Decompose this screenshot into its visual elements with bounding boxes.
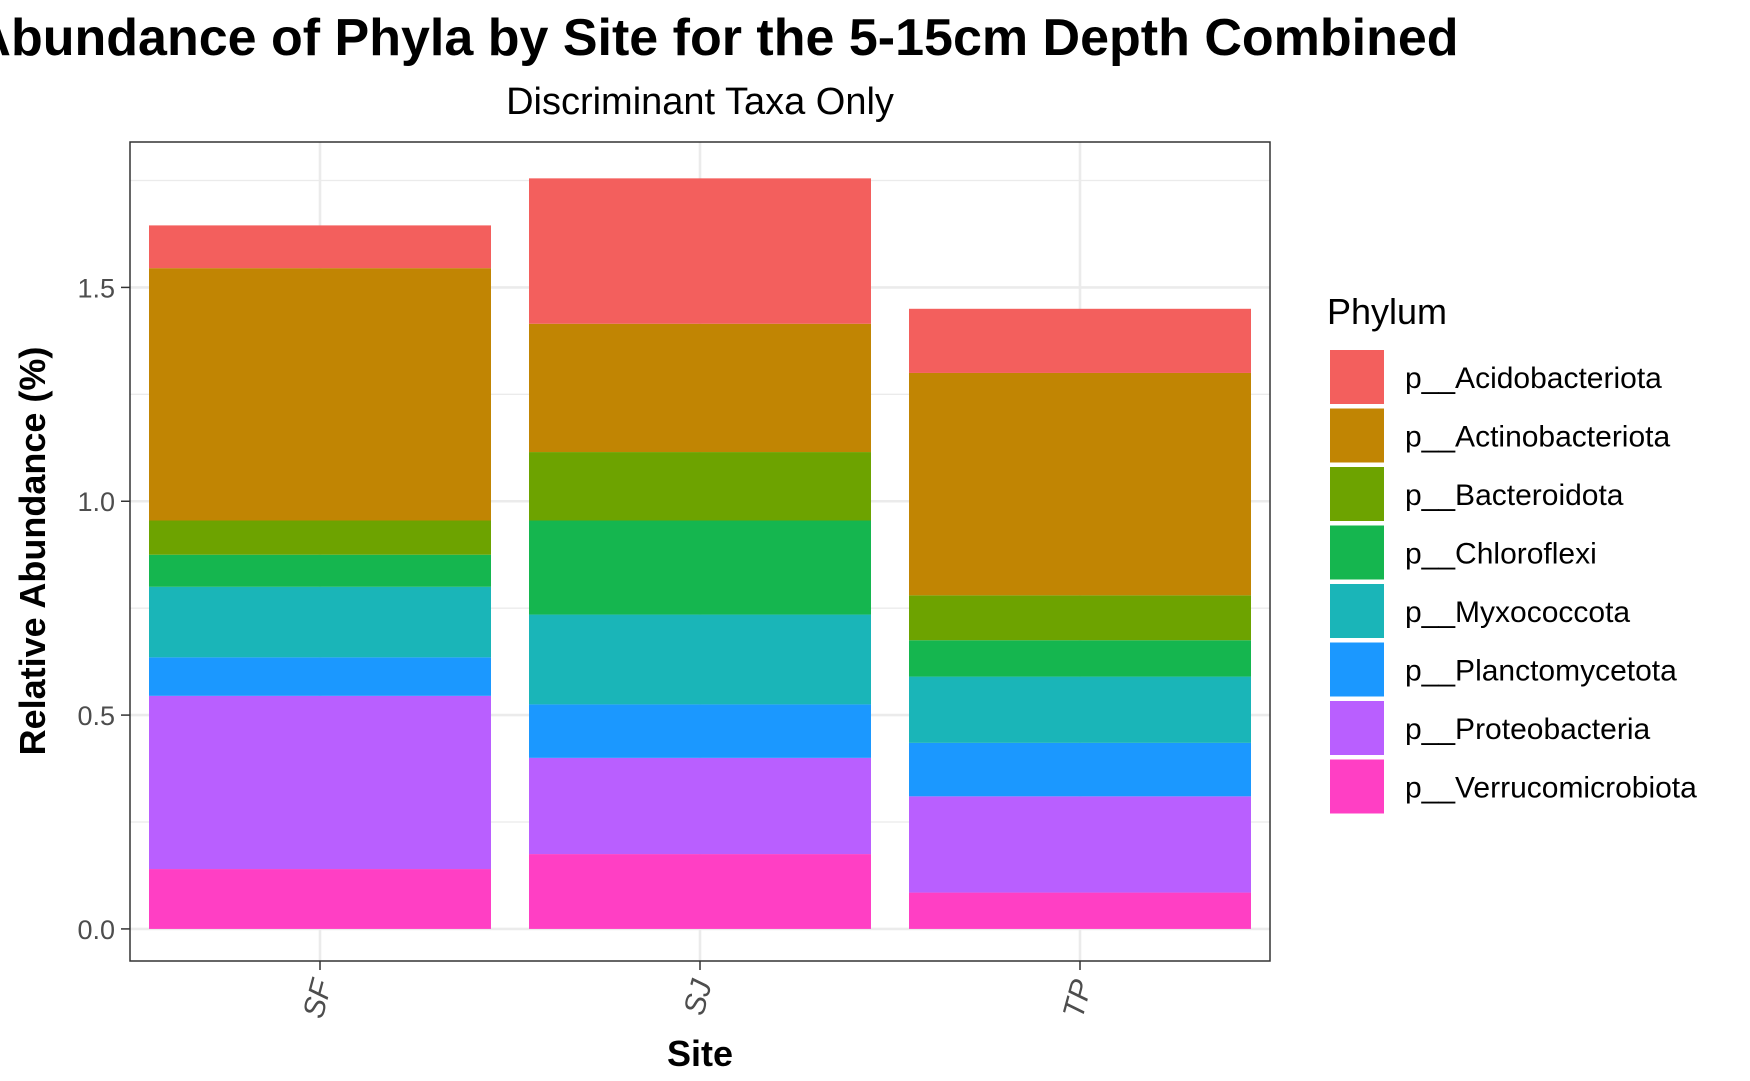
bar-segment-sj-p-acidobacteriota [529, 178, 871, 324]
bar-segment-tp-p-chloroflexi [909, 640, 1251, 677]
legend-key [1330, 759, 1384, 814]
x-axis: SF SJ TP [297, 961, 1099, 1022]
legend-label: p__Bacteroidota [1405, 479, 1624, 512]
legend-key [1330, 642, 1384, 697]
bar-segment-sj-p-verrucomicrobiota [529, 854, 871, 929]
x-tick-label: TP [1057, 976, 1099, 1022]
legend-label: p__Acidobacteriota [1405, 362, 1662, 395]
bar-segment-sf-p-planctomycetota [149, 657, 491, 696]
legend-key [1330, 350, 1384, 404]
y-tick-label: 0.5 [77, 701, 115, 731]
bar-layer [149, 178, 1251, 929]
bar-segment-sf-p-chloroflexi [149, 554, 491, 587]
legend-label: p__Actinobacteriota [1405, 421, 1670, 454]
legend-label: p__Chloroflexi [1405, 538, 1597, 571]
bar-segment-sj-p-proteobacteria [529, 757, 871, 855]
legend-label: p__Planctomycetota [1405, 655, 1677, 688]
bar-segment-sj-p-myxococcota [529, 614, 871, 705]
bar-segment-sf-p-myxococcota [149, 586, 491, 658]
legend-key [1330, 584, 1384, 638]
y-tick-label: 1.0 [77, 487, 115, 517]
y-axis: 0.0 0.5 1.0 1.5 [77, 273, 130, 945]
y-tick-label: 1.5 [77, 273, 115, 303]
x-tick-label: SF [297, 975, 339, 1022]
bar-segment-tp-p-actinobacteriota [909, 372, 1251, 596]
bar-segment-sf-p-proteobacteria [149, 695, 491, 870]
x-axis-title: Site [667, 1033, 733, 1074]
legend-key [1330, 467, 1384, 521]
bar-segment-sj-p-bacteroidota [529, 452, 871, 521]
legend-key [1330, 525, 1384, 580]
bar-segment-tp-p-bacteroidota [909, 595, 1251, 641]
legend-key [1330, 408, 1384, 463]
y-tick-label: 0.0 [77, 915, 115, 945]
legend-label: p__Proteobacteria [1405, 713, 1650, 746]
bar-segment-sj-p-chloroflexi [529, 520, 871, 615]
bar-segment-tp-p-acidobacteriota [909, 308, 1251, 373]
legend-key [1330, 701, 1384, 755]
y-axis-title: Relative Abundance (%) [12, 347, 53, 756]
legend-label: p__Verrucomicrobiota [1405, 772, 1697, 805]
bar-segment-tp-p-verrucomicrobiota [909, 892, 1251, 929]
bar-segment-sj-p-actinobacteriota [529, 323, 871, 453]
chart-title: Relative Abundance of Phyla by Site for … [0, 9, 1459, 67]
bar-segment-sf-p-verrucomicrobiota [149, 869, 491, 929]
legend: Phylum p__Acidobacteriota p__Actinobacter… [1327, 291, 1697, 814]
bar-segment-sj-p-planctomycetota [529, 704, 871, 758]
x-tick-label: SJ [678, 975, 719, 1018]
legend-title: Phylum [1327, 291, 1447, 332]
bar-segment-tp-p-myxococcota [909, 676, 1251, 743]
chart-subtitle: Discriminant Taxa Only [506, 81, 894, 123]
bar-segment-sf-p-bacteroidota [149, 520, 491, 555]
legend-label: p__Myxococcota [1405, 596, 1630, 629]
bar-segment-sf-p-acidobacteriota [149, 225, 491, 269]
bar-segment-sf-p-actinobacteriota [149, 268, 491, 521]
bar-segment-tp-p-planctomycetota [909, 742, 1251, 797]
bar-segment-tp-p-proteobacteria [909, 796, 1251, 893]
